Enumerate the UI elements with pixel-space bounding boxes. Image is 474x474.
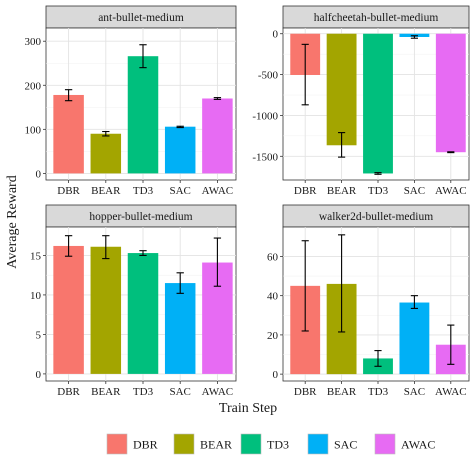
x-tick-label: SAC (169, 386, 190, 398)
legend-swatch (106, 433, 128, 455)
legend-label: BEAR (200, 438, 232, 452)
y-tick-label: 0 (36, 168, 42, 180)
x-tick-label: SAC (404, 386, 425, 398)
x-tick-label: AWAC (435, 185, 467, 197)
legend-item-DBR: DBR (106, 433, 158, 455)
x-tick-label: TD3 (368, 185, 389, 197)
error-bar-DBR (301, 240, 309, 332)
x-tick-label: BEAR (327, 386, 357, 398)
error-bar-TD3 (374, 172, 382, 175)
x-axis-title: Train Step (219, 401, 277, 416)
y-tick-label: 60 (267, 251, 279, 263)
error-bar-AWAC (213, 237, 222, 287)
y-tick-label: 0 (273, 369, 279, 381)
bar-SAC (164, 126, 196, 174)
x-tick-label: SAC (169, 185, 190, 197)
x-tick-label: AWAC (202, 185, 234, 197)
x-tick-label: BEAR (91, 185, 121, 197)
y-tick-label: 0 (36, 369, 42, 381)
bar-BEAR (326, 33, 357, 146)
panel-title: halfcheetah-bullet-medium (314, 12, 439, 24)
legend-label: TD3 (267, 438, 289, 452)
panel-halfcheetah-bullet-medium: halfcheetah-bullet-medium 0 -500 -1000 -1500… (252, 5, 470, 197)
error-bar-SAC (410, 35, 418, 39)
bar-SAC (399, 302, 430, 375)
bar-BEAR (90, 246, 122, 374)
panel-walker2d-bullet-medium: walker2d-bullet-medium 0 20 40 60 DBR BEAR TD3 S… (267, 204, 470, 398)
legend-swatch (307, 433, 329, 455)
panel-title: hopper-bullet-medium (89, 211, 192, 223)
y-tick-label: 40 (267, 291, 279, 303)
x-tick-label: DBR (57, 386, 80, 398)
x-tick-label: AWAC (202, 386, 234, 398)
legend-item-TD3: TD3 (240, 433, 289, 455)
error-bar-AWAC (447, 151, 455, 154)
error-bar-TD3 (139, 44, 147, 69)
legend-item-AWAC: AWAC (374, 433, 435, 455)
legend-label: SAC (334, 438, 357, 452)
x-tick-label: DBR (57, 185, 80, 197)
y-tick-label: 15 (30, 250, 42, 262)
y-tick-label: 10 (30, 290, 42, 302)
error-bar-BEAR (338, 132, 346, 158)
x-tick-label: TD3 (368, 386, 389, 398)
x-tick-label: DBR (294, 386, 317, 398)
panel-hopper-bullet-medium: hopper-bullet-medium 0 5 10 15 DBR BEAR TD3 SAC A… (30, 204, 237, 398)
bar-DBR (53, 94, 84, 174)
bar-SAC (164, 283, 196, 374)
x-tick-label: SAC (404, 185, 425, 197)
y-tick-label: -1500 (252, 151, 278, 163)
error-bar-BEAR (102, 235, 110, 260)
error-bar-TD3 (139, 250, 147, 256)
error-bar-BEAR (102, 130, 110, 137)
legend: DBR BEAR TD3 SAC AWAC (106, 433, 435, 455)
legend-item-BEAR: BEAR (173, 433, 232, 455)
legend-swatch (240, 433, 262, 455)
panel-title: ant-bullet-medium (98, 12, 184, 24)
y-tick-label: 5 (36, 329, 42, 341)
error-bar-SAC (176, 125, 184, 129)
bar-AWAC (202, 98, 233, 174)
error-bar-DBR (64, 235, 73, 257)
y-tick-label: 0 (273, 29, 279, 41)
x-tick-label: BEAR (91, 386, 121, 398)
y-tick-label: 100 (25, 124, 42, 136)
x-tick-label: TD3 (133, 386, 154, 398)
x-tick-label: AWAC (435, 386, 467, 398)
error-bar-AWAC (447, 324, 455, 365)
bar-DBR (53, 245, 84, 374)
y-tick-label: 20 (267, 330, 279, 342)
x-tick-label: TD3 (133, 185, 154, 197)
legend-label: AWAC (401, 438, 435, 452)
x-tick-label: BEAR (327, 185, 357, 197)
y-tick-label: -1000 (252, 110, 278, 122)
panel-title: walker2d-bullet-medium (319, 211, 433, 223)
error-bar-SAC (410, 295, 418, 309)
bar-TD3 (127, 253, 159, 374)
bar-AWAC (435, 33, 466, 153)
bar-TD3 (363, 33, 393, 174)
error-bar-DBR (301, 43, 309, 106)
y-axis-title: Average Reward (5, 175, 20, 268)
error-bar-SAC (176, 272, 184, 294)
error-bar-TD3 (374, 350, 382, 367)
panel-ant-bullet-medium: ant-bullet-medium 0 100 200 300 DBR BEAR TD3 SAC… (25, 5, 237, 197)
y-tick-label: 300 (25, 36, 42, 48)
legend-swatch (374, 433, 396, 455)
x-tick-label: DBR (294, 185, 317, 197)
y-tick-label: 200 (25, 80, 42, 92)
error-bar-AWAC (213, 97, 222, 100)
error-bar-DBR (64, 89, 73, 102)
y-tick-label: -500 (258, 70, 279, 82)
legend-swatch (173, 433, 195, 455)
bar-TD3 (127, 56, 159, 174)
legend-label: DBR (133, 438, 158, 452)
bar-BEAR (90, 133, 122, 174)
error-bar-BEAR (338, 234, 346, 333)
legend-item-SAC: SAC (307, 433, 357, 455)
